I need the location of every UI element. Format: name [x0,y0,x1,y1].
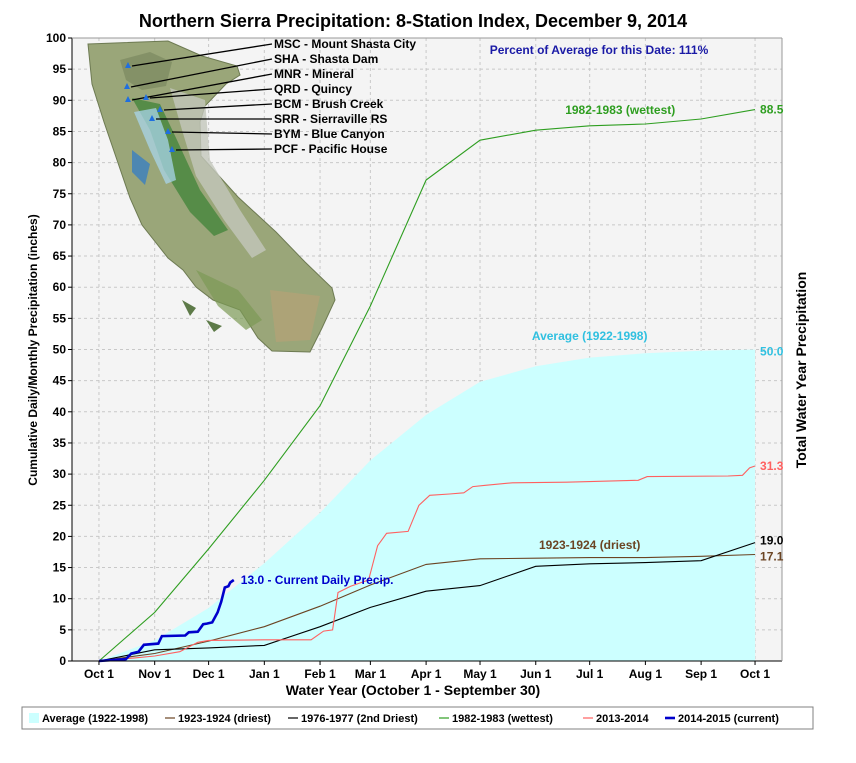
x-tick-label: Dec 1 [193,667,225,681]
end-label: 50.0 [760,345,784,359]
series-lines [98,109,756,663]
series-area-average [98,349,756,661]
series-line-5 [98,578,235,663]
station-marker [157,106,163,112]
station-leader-line [163,103,273,111]
x-tick-label: Mar 1 [355,667,387,681]
y-tick-label: 5 [59,623,66,637]
end-label: 17.1 [760,549,784,563]
y-tick-label: 50 [53,343,67,357]
station-leader-line [131,73,273,101]
station-leader-line [149,88,273,99]
y-tick-label: 10 [53,592,67,606]
legend-box [21,706,814,730]
legend-entry: 1976-1977 (2nd Driest) [301,713,418,725]
x-tick-label: Oct 1 [740,667,770,681]
y-tick-label: 100 [46,31,66,45]
y-tick-label: 25 [53,498,67,512]
series-line-1 [98,553,756,662]
y-tick-label: 80 [53,156,67,170]
station-leader-line [171,131,273,135]
y-tick-label: 45 [53,374,67,388]
x-tick-label: May 1 [463,667,497,681]
series-inline-label: Average (1922-1998) [532,329,648,343]
x-axis-label: Water Year (October 1 - September 30) [286,682,540,698]
legend: Average (1922-1998) 1923-1924 (driest) 197… [21,706,814,730]
california-map-image [87,40,336,353]
x-tick-labels: Oct 1 Nov 1 Dec 1 Jan 1 Feb 1 Mar 1 Apr 1 May 1… [84,661,770,681]
end-label: 19.0 [760,534,784,548]
legend-entry: 2014-2015 (current) [678,713,779,725]
station-label: MNR - Mineral [274,67,354,81]
y-tick-label: 90 [53,93,67,107]
y-tick-label: 40 [53,405,67,419]
station-label: PCF - Pacific House [274,142,388,156]
series-line-4 [98,465,756,662]
station-label: BYM - Blue Canyon [274,127,385,141]
x-tick-label: Oct 1 [84,667,114,681]
y-tick-label: 75 [53,187,67,201]
y-tick-label: 55 [53,311,67,325]
x-tick-label: Jan 1 [249,667,280,681]
axes [71,37,783,662]
x-tick-label: Aug 1 [629,667,663,681]
x-tick-label: Jul 1 [576,667,604,681]
station-marker [125,62,131,68]
y-tick-label: 15 [53,561,67,575]
legend-entry: 1982-1983 (wettest) [452,713,553,725]
series-inline-label: 1923-1924 (driest) [539,538,640,552]
station-marker [124,83,130,89]
y-tick-label: 95 [53,62,67,76]
station-marker [165,128,171,134]
x-tick-label: Feb 1 [304,667,336,681]
legend-swatch [29,713,39,723]
y-tick-label: 20 [53,529,67,543]
series-labels: 50.0 17.119.0 88.5 31.3 Average (1922-1998) 1… [241,103,784,587]
station-label: SHA - Shasta Dam [274,52,378,66]
y-tick-label: 0 [59,654,66,668]
y-tick-label: 85 [53,124,67,138]
station-label: SRR - Sierraville RS [274,112,387,126]
station-marker [169,146,175,152]
percent-of-average-annotation: Percent of Average for this Date: 111% [490,43,709,57]
x-tick-label: Sep 1 [685,667,717,681]
station-label: BCM - Brush Creek [274,97,384,111]
legend-entry: Average (1922-1998) [42,713,148,725]
end-label: 31.3 [760,459,784,473]
y-axis-label: Cumulative Daily/Monthly Precipitation (… [26,214,40,485]
right-axis-label: Total Water Year Precipitation [793,272,809,469]
station-leader-line [130,58,273,88]
y-tick-labels: 0 5 10 15 20 25 30 35 40 45 50 55 60 65 70 75 80 85 90 95 10… [46,31,72,668]
x-tick-label: Jun 1 [520,667,552,681]
y-tick-label: 60 [53,280,67,294]
y-tick-label: 70 [53,218,67,232]
x-tick-label: Apr 1 [411,667,442,681]
series-line-3 [98,109,756,662]
current-value-label: 13.0 - Current Daily Precip. [241,573,394,587]
x-tick-label: Nov 1 [138,667,171,681]
y-tick-label: 35 [53,436,67,450]
station-leader-line [175,148,273,151]
station-marker [149,115,155,121]
chart-title: Northern Sierra Precipitation: 8-Station… [139,11,687,31]
station-marker [125,96,131,102]
station-leader-line [131,43,273,67]
station-marker [143,94,149,100]
end-label: 88.5 [760,103,784,117]
y-tick-label: 65 [53,249,67,263]
y-tick-label: 30 [53,467,67,481]
series-line-2 [98,542,756,662]
series-inline-label: 1982-1983 (wettest) [565,103,675,117]
legend-entry: 2013-2014 [596,713,649,725]
station-label: QRD - Quincy [274,82,352,96]
station-label: MSC - Mount Shasta City [274,37,416,51]
legend-entry: 1923-1924 (driest) [178,713,271,725]
